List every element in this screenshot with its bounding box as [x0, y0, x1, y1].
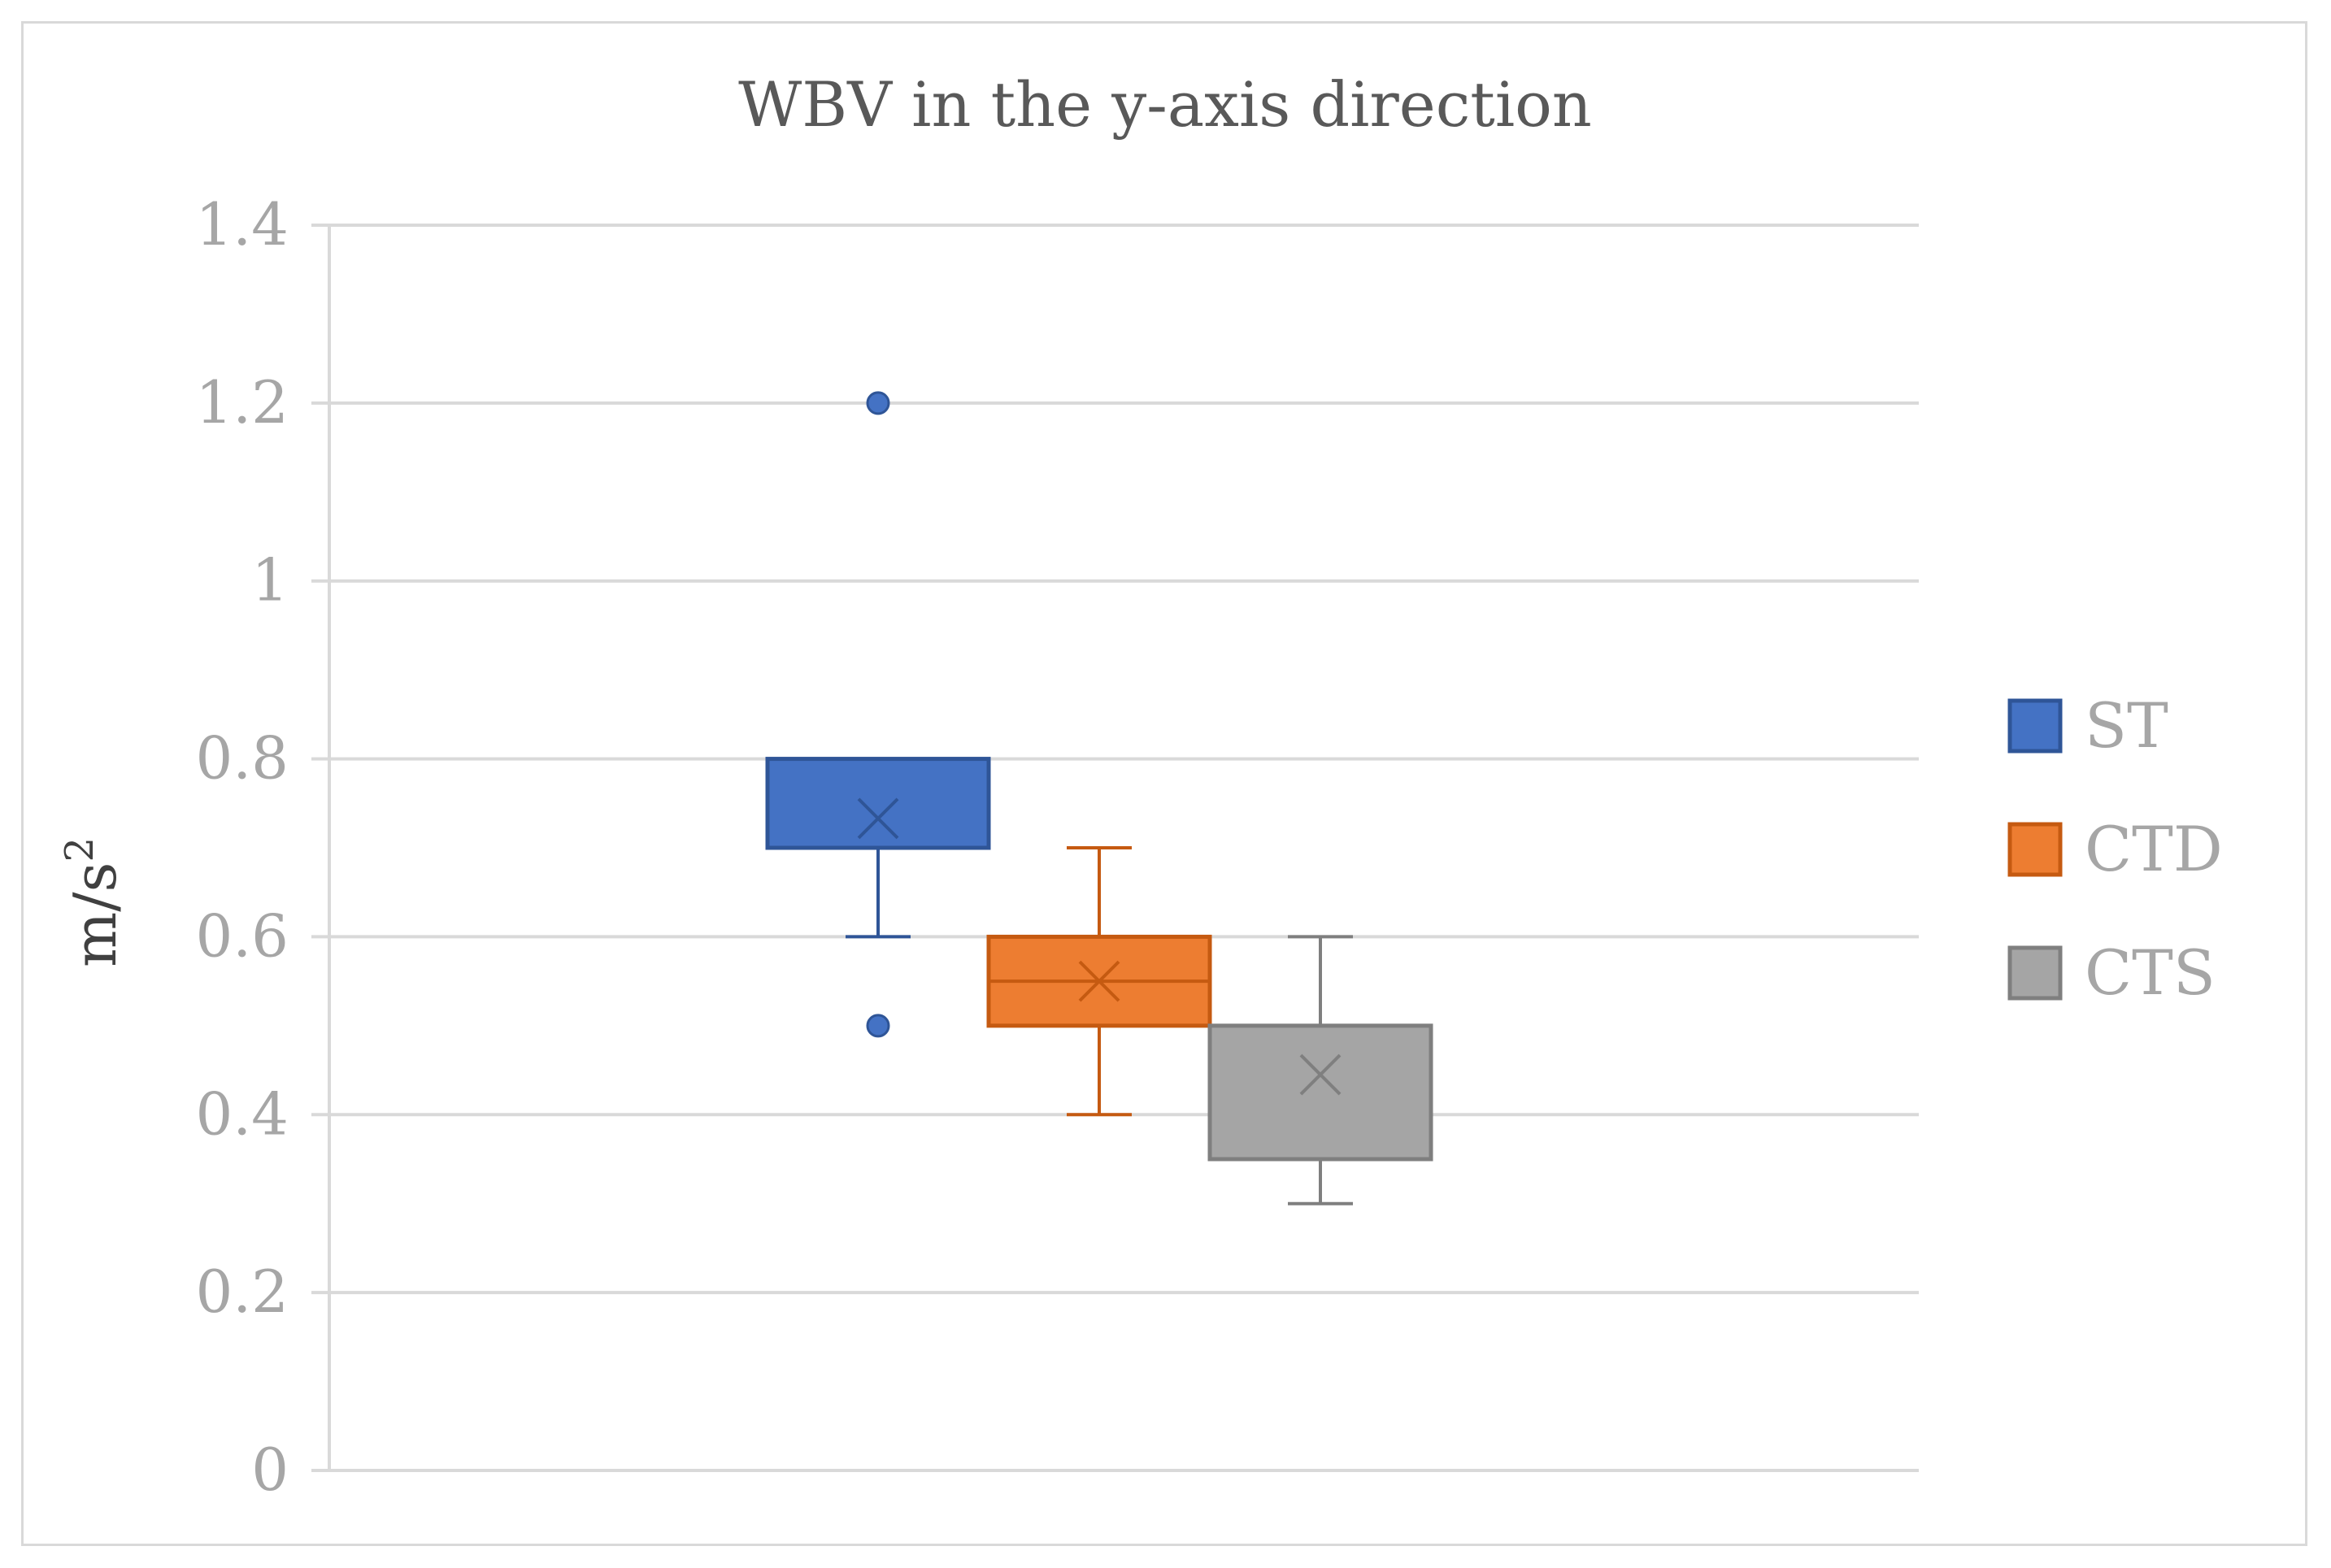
box-cts — [1207, 1023, 1433, 1162]
y-tick-label-4: 0.8 — [195, 724, 289, 793]
legend: ST CTD CTS — [2007, 689, 2223, 1009]
y-tick-label-3: 0.6 — [195, 901, 289, 970]
y-tick-label-0: 0 — [251, 1436, 289, 1504]
y-tick-labels: 0 0.2 0.4 0.6 0.8 1 1.2 1.4 — [195, 190, 289, 1504]
box-group-cts — [1207, 935, 1433, 1205]
box-group-ctd — [986, 846, 1212, 1117]
mean-marker-cts — [1299, 1053, 1342, 1096]
legend-swatch-st — [2007, 698, 2063, 754]
y-tick-label-2: 0.4 — [195, 1079, 289, 1148]
y-tick-label-1: 0.2 — [195, 1257, 289, 1326]
legend-label-st: ST — [2085, 689, 2168, 762]
legend-swatch-ctd — [2007, 822, 2063, 877]
legend-label-ctd: CTD — [2085, 813, 2223, 885]
mean-marker-ctd — [1078, 960, 1120, 1002]
legend-swatch-cts — [2007, 945, 2063, 1001]
y-axis-label: m/s2 — [57, 837, 129, 967]
legend-label-cts: CTS — [2085, 936, 2216, 1009]
box-series — [765, 391, 1433, 1205]
y-axis-label-unit: m/s — [61, 862, 129, 967]
mean-marker-st — [857, 797, 899, 840]
y-axis-label-superscript: 2 — [57, 837, 102, 862]
outlier-st-0 — [866, 391, 890, 415]
box-st — [765, 757, 991, 850]
gridlines — [311, 224, 1919, 1472]
y-tick-label-7: 1.4 — [195, 190, 289, 258]
box-group-st — [765, 391, 991, 1038]
y-tick-label-5: 1 — [251, 546, 289, 615]
y-tick-label-6: 1.2 — [195, 368, 289, 437]
outlier-st-1 — [866, 1014, 890, 1038]
chart-title: WBV in the y-axis direction — [738, 68, 1592, 141]
